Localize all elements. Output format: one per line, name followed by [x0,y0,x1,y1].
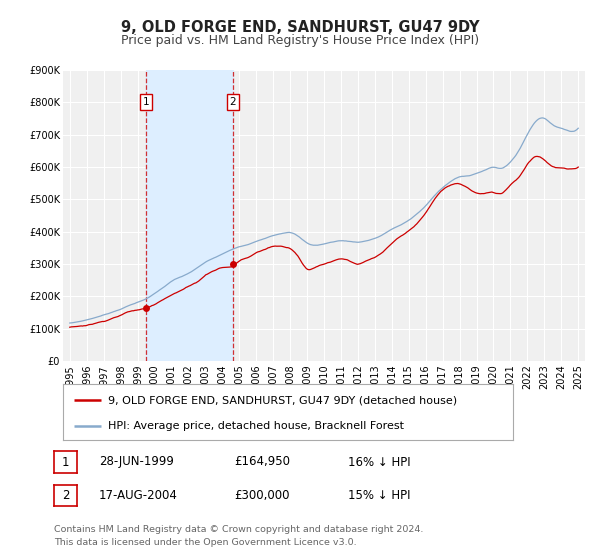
Text: £164,950: £164,950 [234,455,290,469]
Text: 2: 2 [230,97,236,108]
Text: Price paid vs. HM Land Registry's House Price Index (HPI): Price paid vs. HM Land Registry's House … [121,34,479,46]
Text: 2: 2 [62,489,69,502]
Text: £300,000: £300,000 [234,489,290,502]
Text: 15% ↓ HPI: 15% ↓ HPI [348,489,410,502]
Text: HPI: Average price, detached house, Bracknell Forest: HPI: Average price, detached house, Brac… [108,421,404,431]
Text: Contains HM Land Registry data © Crown copyright and database right 2024.: Contains HM Land Registry data © Crown c… [54,525,424,534]
Bar [146,70,233,361]
Text: 17-AUG-2004: 17-AUG-2004 [99,489,178,502]
Text: 1: 1 [62,455,69,469]
Text: 9, OLD FORGE END, SANDHURST, GU47 9DY (detached house): 9, OLD FORGE END, SANDHURST, GU47 9DY (d… [108,395,457,405]
Text: 16% ↓ HPI: 16% ↓ HPI [348,455,410,469]
Text: 28-JUN-1999: 28-JUN-1999 [99,455,174,469]
Text: 9, OLD FORGE END, SANDHURST, GU47 9DY: 9, OLD FORGE END, SANDHURST, GU47 9DY [121,20,479,35]
Text: 1: 1 [143,97,149,108]
Text: This data is licensed under the Open Government Licence v3.0.: This data is licensed under the Open Gov… [54,538,356,547]
